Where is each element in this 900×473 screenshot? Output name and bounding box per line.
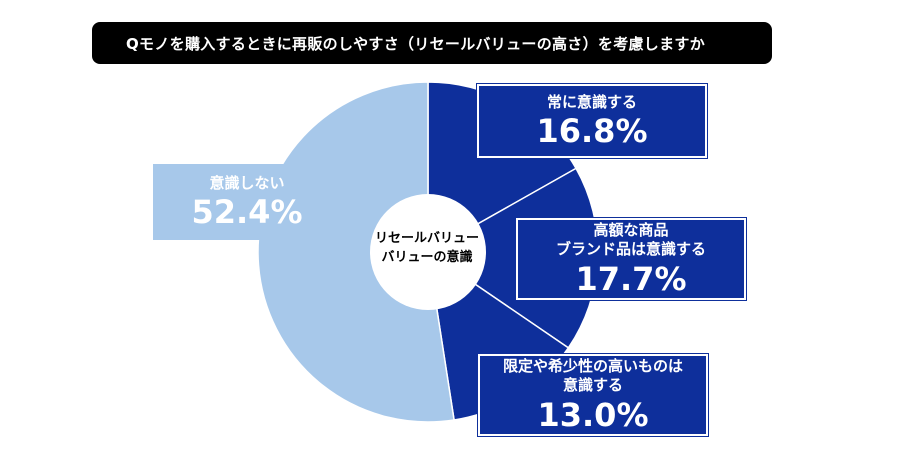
slice-value-expensive: 17.7%: [575, 259, 687, 298]
center-label-line-1: リセールバリュー: [374, 231, 479, 246]
slice-label-expensive-line-2: ブランド品は意識する: [555, 240, 706, 259]
slice-label-expensive-line-1: 高額な商品: [593, 220, 669, 239]
center-label-line-2: バリューの意識: [381, 249, 473, 265]
slice-label-not-conscious: 意識しない: [209, 173, 285, 192]
label-box-limited: 限定や希少性の高いものは 意識する 13.0%: [477, 353, 709, 437]
slice-value-not-conscious: 52.4%: [191, 193, 303, 232]
slice-label-limited-line-1: 限定や希少性の高いものは: [502, 356, 683, 375]
slice-value-always: 16.8%: [536, 112, 648, 151]
center-label: リセールバリュー バリューの意識: [362, 230, 492, 268]
donut-hole: [370, 194, 486, 310]
slice-label-always: 常に意識する: [546, 92, 637, 111]
label-box-always: 常に意識する 16.8%: [476, 83, 708, 159]
slice-value-limited: 13.0%: [537, 395, 649, 434]
slice-label-limited-line-2: 意識する: [562, 376, 623, 395]
label-box-not-conscious: 意識しない 52.4%: [153, 164, 341, 240]
label-box-expensive: 高額な商品 ブランド品は意識する 17.7%: [515, 217, 747, 301]
chart-title: Qモノを購入するときに再販のしやすさ（リセールバリューの高さ）を考慮しますか: [92, 22, 772, 64]
